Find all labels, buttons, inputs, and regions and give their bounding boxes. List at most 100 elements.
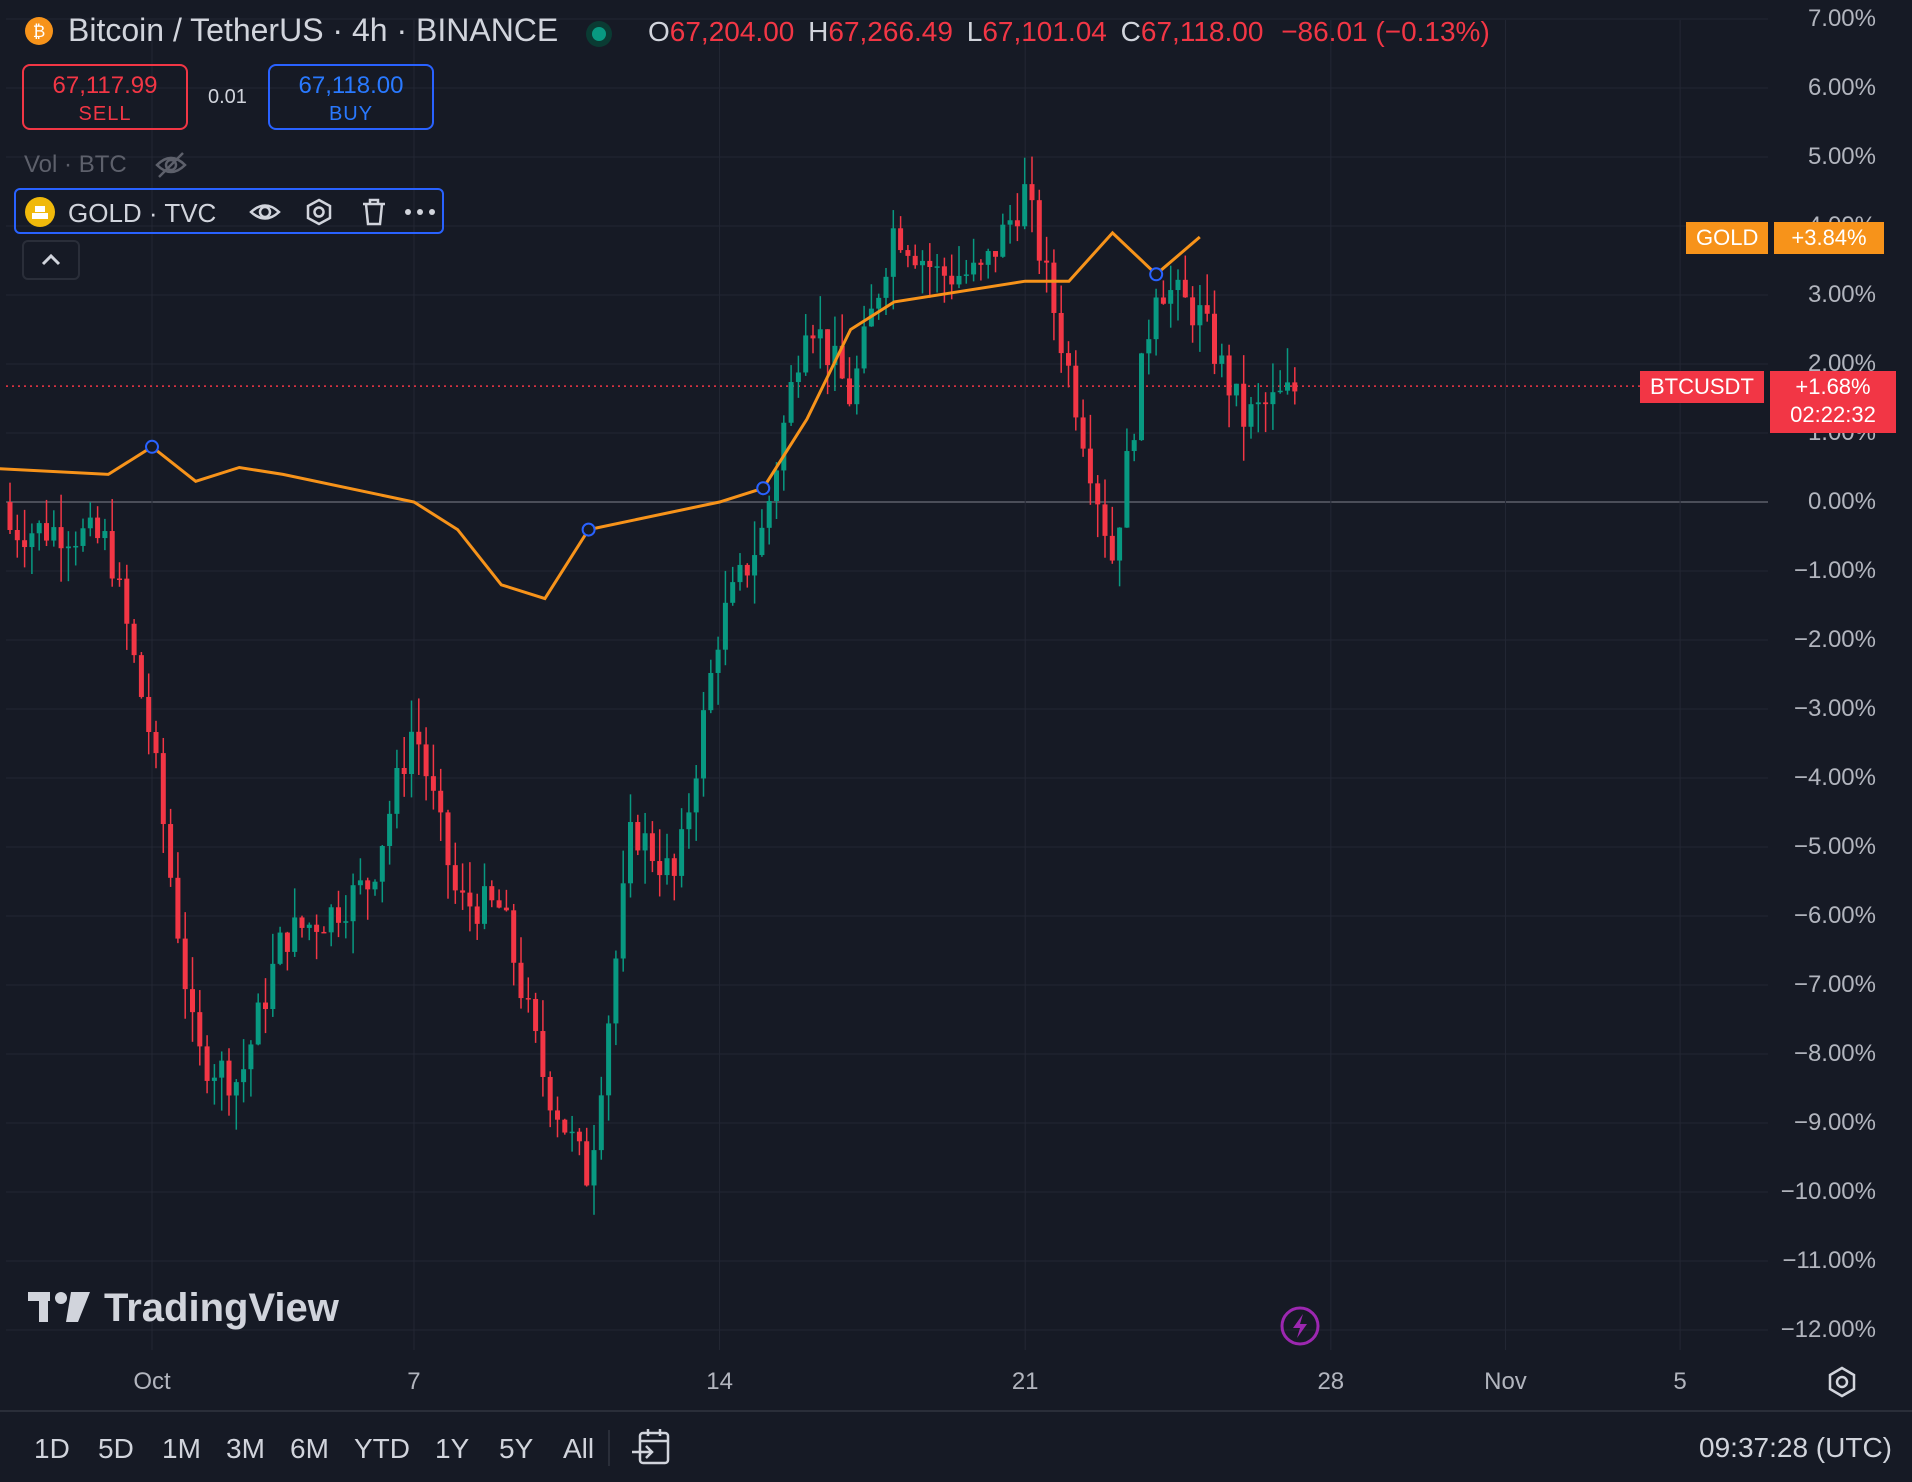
gold-compare-line	[0, 230, 1201, 601]
candle-body	[1029, 184, 1035, 201]
candle-body	[649, 833, 655, 862]
candle-body	[810, 335, 816, 339]
time-tick-label: Oct	[133, 1368, 171, 1395]
candle-body	[357, 880, 363, 886]
candle-body	[58, 527, 64, 549]
gold-gap-marker	[756, 481, 771, 496]
gold-gap-marker	[145, 439, 159, 454]
candle-body	[1131, 440, 1137, 452]
candle-body	[109, 531, 115, 579]
candle-body	[993, 251, 998, 257]
range-button-1m[interactable]: 1M	[162, 1433, 201, 1464]
gold-tag-name: GOLD	[1696, 225, 1759, 250]
candle-body	[598, 1095, 604, 1151]
toolbar-separator	[608, 1430, 610, 1466]
candle-body	[920, 260, 925, 266]
candle-body	[905, 250, 911, 256]
open-key: O	[648, 16, 670, 47]
candle-body	[693, 778, 699, 813]
candle-body	[146, 696, 152, 733]
btc-tag-value: +1.68%	[1795, 374, 1871, 399]
candle-body	[730, 582, 736, 603]
candle-body	[1014, 220, 1020, 227]
candle-body	[416, 731, 422, 745]
candle-body	[336, 907, 341, 923]
candle-body	[211, 1077, 217, 1081]
candle-body	[686, 812, 692, 830]
range-button-5y[interactable]: 5Y	[499, 1433, 534, 1464]
candle-body	[168, 824, 174, 878]
price-tick-label: −7.00%	[1793, 971, 1876, 998]
date-range-icon[interactable]	[630, 1426, 672, 1468]
candle-body	[737, 564, 743, 583]
candle-body	[1087, 448, 1093, 484]
price-tick-label: −5.00%	[1793, 833, 1876, 860]
more-icon[interactable]	[402, 198, 438, 226]
candle-body	[65, 546, 71, 549]
candle-body	[671, 858, 677, 876]
sell-button[interactable]: 67,117.99 SELL	[22, 64, 188, 130]
candle-body	[1270, 392, 1276, 405]
candle-body	[292, 917, 298, 952]
utc-clock[interactable]: 09:37:28 (UTC)	[1699, 1432, 1892, 1463]
collapse-legend-button[interactable]	[22, 240, 80, 280]
candle-body	[124, 578, 130, 624]
candle-body	[423, 744, 429, 777]
trash-icon[interactable]	[360, 197, 388, 227]
candle-body	[489, 886, 495, 901]
candle-body	[722, 602, 728, 650]
eye-icon[interactable]	[248, 198, 282, 226]
candle-body	[1102, 504, 1108, 536]
candle-body	[606, 1023, 612, 1096]
gold-compare-legend[interactable]: GOLD · TVC	[14, 188, 444, 234]
gold-gap-marker	[1149, 267, 1164, 282]
candle-body	[635, 822, 641, 851]
candle-body	[190, 989, 195, 1013]
range-button-1d[interactable]: 1D	[34, 1433, 70, 1464]
volume-legend[interactable]: Vol · BTC	[24, 151, 127, 178]
time-tick-label: 21	[1011, 1368, 1039, 1395]
btc-tag-name: BTCUSDT	[1650, 374, 1754, 399]
candle-body	[379, 845, 385, 882]
ohlc-readout: O67,204.00 H67,266.49 L67,101.04 C67,118…	[648, 16, 1490, 48]
range-button-3m[interactable]: 3M	[226, 1433, 265, 1464]
candle-body	[350, 885, 356, 922]
range-button-1y[interactable]: 1Y	[435, 1433, 470, 1464]
eye-hidden-icon[interactable]	[154, 150, 188, 180]
range-button-6m[interactable]: 6M	[290, 1433, 329, 1464]
symbol-title[interactable]: Bitcoin / TetherUS · 4h · BINANCE	[68, 12, 559, 48]
candle-body	[401, 768, 407, 774]
candle-body	[525, 998, 531, 1000]
candle-body	[620, 883, 626, 959]
market-status-icon[interactable]	[585, 20, 613, 48]
gold-value-tag: +3.84%	[1774, 222, 1884, 254]
settings-icon[interactable]	[304, 197, 334, 227]
candle-body	[540, 1031, 546, 1077]
range-button-all[interactable]: All	[563, 1433, 595, 1464]
candle-body	[153, 732, 159, 754]
candle-body	[1124, 451, 1130, 528]
chevron-up-icon	[41, 253, 61, 266]
candle-body	[445, 812, 451, 866]
time-tick-label: 7	[407, 1368, 421, 1395]
chart-settings-icon[interactable]	[1824, 1364, 1860, 1400]
candle-body	[1153, 297, 1159, 340]
candle-body	[95, 517, 101, 539]
range-button-5d[interactable]: 5D	[98, 1433, 134, 1464]
candle-body	[1000, 224, 1006, 257]
candle-body	[1277, 390, 1283, 393]
price-tick-label: −9.00%	[1793, 1109, 1876, 1136]
candle-body	[51, 527, 57, 541]
price-tick-label: −11.00%	[1782, 1247, 1876, 1274]
price-tick-label: 7.00%	[1807, 5, 1876, 32]
candle-body	[963, 274, 969, 276]
candle-body	[511, 910, 517, 963]
lightning-icon[interactable]	[1280, 1306, 1320, 1346]
range-button-ytd[interactable]: YTD	[354, 1433, 410, 1464]
btc-tag-countdown: 02:22:32	[1790, 402, 1876, 427]
candle-body	[642, 833, 648, 851]
candle-body	[788, 382, 794, 423]
low-value: 67,101.04	[982, 16, 1107, 47]
buy-button[interactable]: 67,118.00 BUY	[268, 64, 434, 130]
